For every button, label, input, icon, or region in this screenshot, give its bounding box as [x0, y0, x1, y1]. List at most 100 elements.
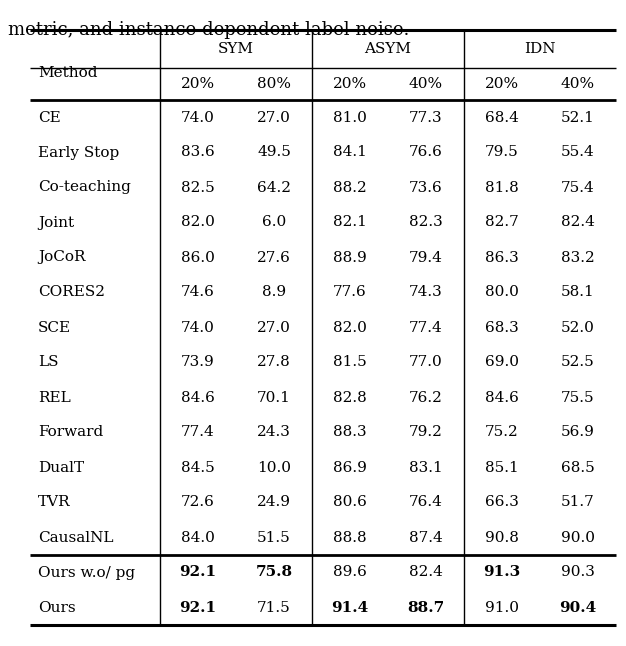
Text: 20%: 20% — [181, 77, 215, 91]
Text: 51.7: 51.7 — [561, 495, 595, 510]
Text: 24.9: 24.9 — [257, 495, 291, 510]
Text: TVR: TVR — [38, 495, 71, 510]
Text: 27.8: 27.8 — [257, 355, 291, 370]
Text: 69.0: 69.0 — [485, 355, 519, 370]
Text: 64.2: 64.2 — [257, 180, 291, 194]
Text: 90.8: 90.8 — [485, 530, 519, 545]
Text: CausalNL: CausalNL — [38, 530, 113, 545]
Text: 76.2: 76.2 — [409, 390, 443, 404]
Text: 56.9: 56.9 — [561, 426, 595, 439]
Text: 77.4: 77.4 — [181, 426, 215, 439]
Text: 81.0: 81.0 — [333, 110, 367, 125]
Text: 74.3: 74.3 — [409, 286, 443, 300]
Text: 76.4: 76.4 — [409, 495, 443, 510]
Text: 79.4: 79.4 — [409, 251, 443, 264]
Text: 75.5: 75.5 — [561, 390, 595, 404]
Text: 73.6: 73.6 — [409, 180, 443, 194]
Text: 20%: 20% — [485, 77, 519, 91]
Text: 92.1: 92.1 — [180, 565, 217, 579]
Text: 70.1: 70.1 — [257, 390, 291, 404]
Text: 83.1: 83.1 — [409, 461, 443, 475]
Text: ASYM: ASYM — [364, 42, 411, 56]
Text: metric, and instance-dependent label noise.: metric, and instance-dependent label noi… — [8, 21, 409, 39]
Text: 80.0: 80.0 — [485, 286, 519, 300]
Text: 77.3: 77.3 — [409, 110, 443, 125]
Text: 49.5: 49.5 — [257, 145, 291, 160]
Text: 82.0: 82.0 — [181, 216, 215, 229]
Text: 91.3: 91.3 — [483, 565, 521, 579]
Text: 82.7: 82.7 — [485, 216, 519, 229]
Text: 74.0: 74.0 — [181, 320, 215, 335]
Text: 86.3: 86.3 — [485, 251, 519, 264]
Text: LS: LS — [38, 355, 58, 370]
Text: 68.4: 68.4 — [485, 110, 519, 125]
Text: 82.4: 82.4 — [561, 216, 595, 229]
Text: 75.8: 75.8 — [255, 565, 292, 579]
Text: 83.2: 83.2 — [561, 251, 595, 264]
Text: 92.1: 92.1 — [180, 601, 217, 614]
Text: Ours w.o/ pg: Ours w.o/ pg — [38, 565, 135, 579]
Text: 90.4: 90.4 — [560, 601, 597, 614]
Text: 75.2: 75.2 — [485, 426, 519, 439]
Text: 85.1: 85.1 — [485, 461, 519, 475]
Text: Forward: Forward — [38, 426, 103, 439]
Text: DualT: DualT — [38, 461, 84, 475]
Text: 6.0: 6.0 — [262, 216, 286, 229]
Text: SYM: SYM — [218, 42, 254, 56]
Text: Joint: Joint — [38, 216, 74, 229]
Text: 82.5: 82.5 — [181, 180, 215, 194]
Text: 68.5: 68.5 — [561, 461, 595, 475]
Text: 89.6: 89.6 — [333, 565, 367, 579]
Text: 84.6: 84.6 — [485, 390, 519, 404]
Text: 75.4: 75.4 — [561, 180, 595, 194]
Text: 72.6: 72.6 — [181, 495, 215, 510]
Text: 71.5: 71.5 — [257, 601, 291, 614]
Text: 88.7: 88.7 — [408, 601, 444, 614]
Text: 88.8: 88.8 — [333, 530, 367, 545]
Text: 10.0: 10.0 — [257, 461, 291, 475]
Text: 77.0: 77.0 — [409, 355, 443, 370]
Text: 27.0: 27.0 — [257, 320, 291, 335]
Text: 88.2: 88.2 — [333, 180, 367, 194]
Text: Co-teaching: Co-teaching — [38, 180, 131, 194]
Text: 58.1: 58.1 — [561, 286, 595, 300]
Text: 91.0: 91.0 — [485, 601, 519, 614]
Text: 84.6: 84.6 — [181, 390, 215, 404]
Text: 40%: 40% — [561, 77, 595, 91]
Text: 82.1: 82.1 — [333, 216, 367, 229]
Text: 52.5: 52.5 — [561, 355, 595, 370]
Text: 20%: 20% — [333, 77, 367, 91]
Text: JoCoR: JoCoR — [38, 251, 86, 264]
Text: 77.4: 77.4 — [409, 320, 443, 335]
Text: CORES2: CORES2 — [38, 286, 105, 300]
Text: 52.0: 52.0 — [561, 320, 595, 335]
Text: IDN: IDN — [524, 42, 556, 56]
Text: 84.5: 84.5 — [181, 461, 215, 475]
Text: 51.5: 51.5 — [257, 530, 291, 545]
Text: 87.4: 87.4 — [409, 530, 443, 545]
Text: 84.1: 84.1 — [333, 145, 367, 160]
Text: 86.9: 86.9 — [333, 461, 367, 475]
Text: 81.5: 81.5 — [333, 355, 367, 370]
Text: 83.6: 83.6 — [181, 145, 215, 160]
Text: REL: REL — [38, 390, 71, 404]
Text: SCE: SCE — [38, 320, 71, 335]
Text: 73.9: 73.9 — [181, 355, 215, 370]
Text: 76.6: 76.6 — [409, 145, 443, 160]
Text: 90.0: 90.0 — [561, 530, 595, 545]
Text: 79.2: 79.2 — [409, 426, 443, 439]
Text: 40%: 40% — [409, 77, 443, 91]
Text: 74.0: 74.0 — [181, 110, 215, 125]
Text: 88.3: 88.3 — [333, 426, 367, 439]
Text: 81.8: 81.8 — [485, 180, 519, 194]
Text: 27.6: 27.6 — [257, 251, 291, 264]
Text: 82.0: 82.0 — [333, 320, 367, 335]
Text: 88.9: 88.9 — [333, 251, 367, 264]
Text: Ours: Ours — [38, 601, 76, 614]
Text: 74.6: 74.6 — [181, 286, 215, 300]
Text: 79.5: 79.5 — [485, 145, 519, 160]
Text: 8.9: 8.9 — [262, 286, 286, 300]
Text: 27.0: 27.0 — [257, 110, 291, 125]
Text: Early Stop: Early Stop — [38, 145, 119, 160]
Text: 52.1: 52.1 — [561, 110, 595, 125]
